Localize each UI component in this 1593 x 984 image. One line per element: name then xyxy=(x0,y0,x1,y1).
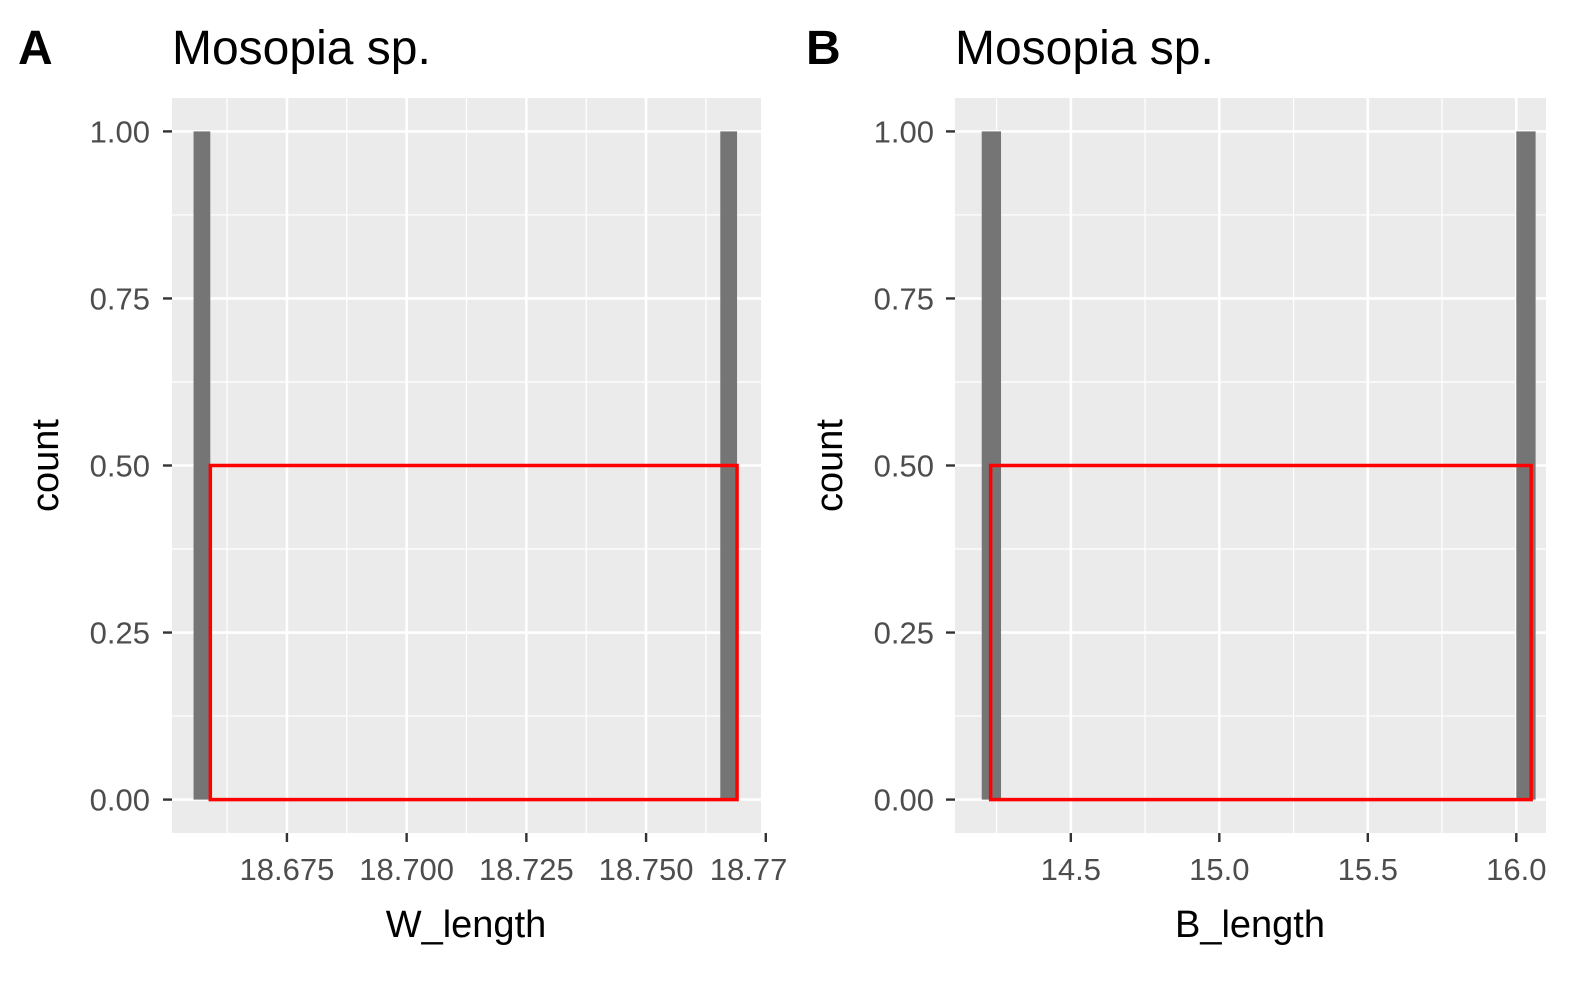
y-tick-label: 0.75 xyxy=(874,281,934,316)
y-tick-label: 0.50 xyxy=(874,449,934,484)
x-tick-label: 16.0 xyxy=(1486,852,1546,887)
highlight-box xyxy=(208,463,739,802)
panel-b: 0.00 0.25 0.50 0.75 1.00 14.5 15.0 15.5 16.0 B_le… xyxy=(806,22,1546,946)
y-tick-label: 0.25 xyxy=(874,616,934,651)
y-axis-title: count xyxy=(809,419,851,512)
x-tick-label: 18.700 xyxy=(359,852,454,887)
x-tick-label: 18.675 xyxy=(240,852,335,887)
x-tick-label: 15.0 xyxy=(1189,852,1249,887)
y-tick-label: 1.00 xyxy=(90,114,150,149)
highlight-box xyxy=(988,463,1533,802)
x-tick-label: 18.77 xyxy=(710,852,788,887)
x-axis-title: W_length xyxy=(386,904,547,946)
x-tick-label: 18.750 xyxy=(599,852,694,887)
y-tick-label: 0.75 xyxy=(90,281,150,316)
chart-title: Mosopia sp. xyxy=(955,22,1214,75)
panel-tag-label: B xyxy=(806,22,841,75)
chart-title: Mosopia sp. xyxy=(172,22,431,75)
x-tick-label: 14.5 xyxy=(1041,852,1101,887)
x-tick-label: 18.725 xyxy=(479,852,574,887)
panel-tag-label: A xyxy=(18,22,53,75)
y-tick-label: 0.50 xyxy=(90,449,150,484)
y-tick-label: 0.00 xyxy=(874,783,934,818)
x-axis-title: B_length xyxy=(1175,904,1325,946)
y-tick-label: 0.00 xyxy=(90,783,150,818)
y-tick-label: 0.25 xyxy=(90,616,150,651)
panel-a: 0.00 0.25 0.50 0.75 1.00 18.675 18.700 18.725 18… xyxy=(18,22,787,946)
x-tick-label: 15.5 xyxy=(1338,852,1398,887)
y-tick-label: 1.00 xyxy=(874,114,934,149)
histogram-bar-1 xyxy=(193,131,211,800)
y-axis-title: count xyxy=(25,419,67,512)
